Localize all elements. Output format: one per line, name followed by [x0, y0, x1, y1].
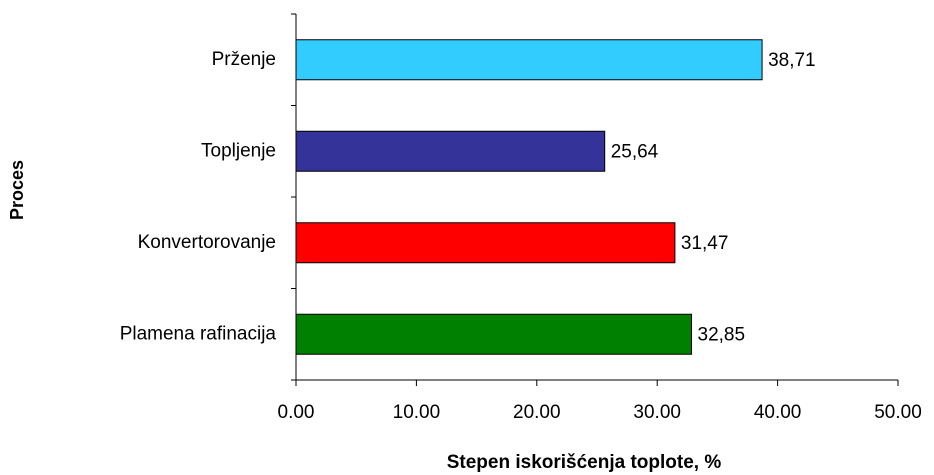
bar — [295, 130, 606, 172]
data-label: 25,64 — [611, 141, 659, 162]
y-axis-title: Proces — [7, 160, 27, 220]
y-tick-label: Konvertorovanje — [138, 232, 276, 253]
y-tick-label: Prženje — [212, 49, 276, 70]
x-tick-label: 10.00 — [393, 402, 441, 423]
x-tick-label: 40.00 — [754, 402, 802, 423]
bar — [295, 222, 676, 264]
data-label: 38,71 — [768, 50, 816, 71]
x-tick-label: 30.00 — [633, 402, 681, 423]
y-tick-label: Plamena rafinacija — [120, 323, 277, 344]
data-label: 31,47 — [681, 233, 729, 254]
x-axis-title: Stepen iskorišćenja toplote, % — [447, 452, 722, 473]
bar — [295, 313, 693, 355]
x-tick-label: 20.00 — [513, 402, 561, 423]
y-tick-label: Topljenje — [201, 140, 276, 161]
x-tick-label: 50.00 — [874, 402, 922, 423]
data-label: 32,85 — [698, 324, 746, 345]
bar — [295, 39, 763, 81]
x-tick-label: 0.00 — [278, 402, 315, 423]
